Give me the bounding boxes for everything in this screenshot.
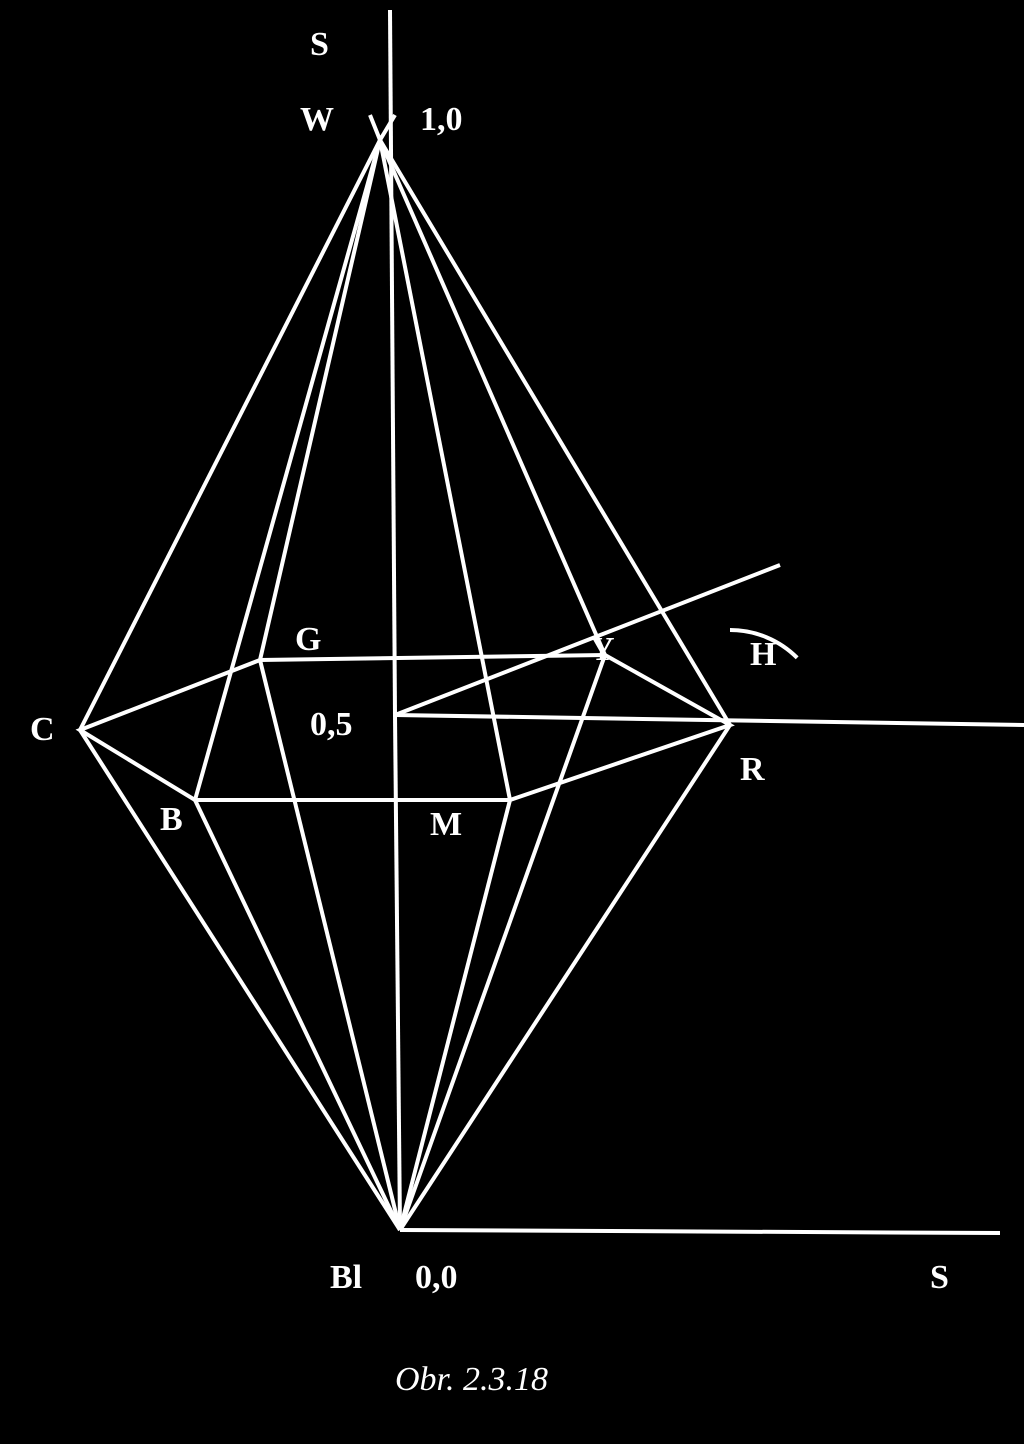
label-m: M [430, 806, 462, 843]
label-bl: Bl [330, 1259, 362, 1296]
label-w: W [300, 101, 334, 138]
label-0-5: 0,5 [310, 706, 353, 743]
label-h: H [750, 636, 776, 673]
label-b: B [160, 801, 183, 838]
label-s-top: S [310, 26, 329, 63]
label-g: G [295, 621, 321, 658]
label-r: R [740, 751, 765, 788]
hsv-hexcone-diagram: S W 1,0 G Y H C 0,5 R B M Bl 0,0 S Obr. … [0, 0, 1024, 1444]
label-c: C [30, 711, 55, 748]
label-1-0: 1,0 [420, 101, 463, 138]
label-y: Y [590, 631, 615, 668]
figure-caption: Obr. 2.3.18 [395, 1361, 548, 1398]
label-s-bottom: S [930, 1259, 949, 1296]
label-0-0: 0,0 [415, 1259, 458, 1296]
